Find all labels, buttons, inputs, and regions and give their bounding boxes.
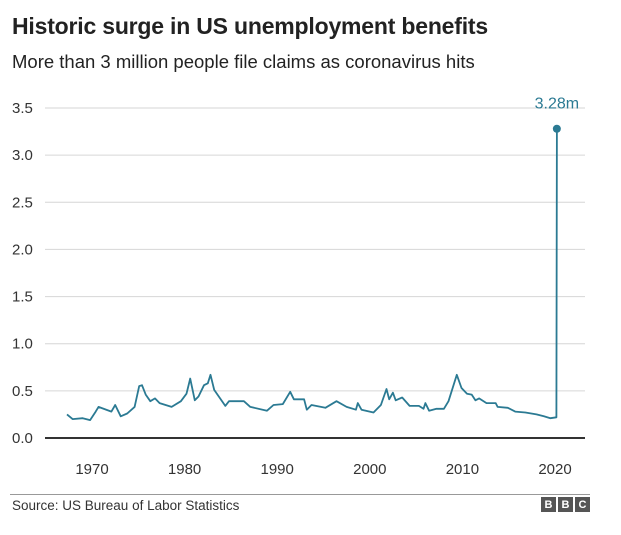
- y-tick-label: 2.0: [12, 241, 33, 258]
- y-tick-label: 2.5: [12, 194, 33, 211]
- source-note: Source: US Bureau of Labor Statistics: [12, 498, 240, 513]
- peak-annotation: 3.28m: [535, 96, 579, 113]
- chart-title: Historic surge in US unemployment benefi…: [12, 13, 488, 39]
- bbc-logo-b2: B: [558, 497, 573, 512]
- x-tick-label: 2000: [353, 461, 386, 478]
- y-tick-label: 0.0: [12, 430, 33, 447]
- y-tick-label: 3.5: [12, 100, 33, 117]
- chart-subtitle: More than 3 million people file claims a…: [12, 51, 475, 72]
- series-line: [66, 128, 558, 421]
- x-tick-label: 1980: [168, 461, 201, 478]
- x-tick-label: 2010: [446, 461, 479, 478]
- bbc-logo-b1: B: [541, 497, 556, 512]
- y-tick-label: 1.0: [12, 336, 33, 353]
- y-tick-label: 1.5: [12, 289, 33, 306]
- footer-divider: [10, 494, 590, 495]
- bbc-logo-c: C: [575, 497, 590, 512]
- x-tick-label: 1970: [75, 461, 108, 478]
- x-tick-label: 2020: [538, 461, 571, 478]
- bbc-logo: B B C: [541, 497, 590, 512]
- y-tick-label: 0.5: [12, 383, 33, 400]
- y-tick-label: 3.0: [12, 147, 33, 164]
- x-tick-label: 1990: [261, 461, 294, 478]
- peak-point: [552, 124, 561, 133]
